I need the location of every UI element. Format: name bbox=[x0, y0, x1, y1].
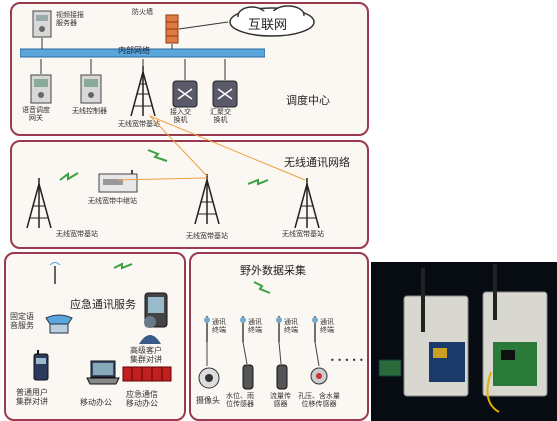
emergency-service-panel bbox=[4, 252, 186, 421]
fixed-voice-label: 固定语 音服务 bbox=[10, 312, 34, 331]
wireless-controller-label: 无线控制器 bbox=[72, 107, 107, 115]
terminal-antenna-icon bbox=[276, 316, 282, 342]
emergency-service-title: 应急通讯服务 bbox=[70, 298, 136, 311]
terminal-antenna-icon bbox=[240, 316, 246, 342]
person-icon bbox=[139, 316, 161, 344]
wireless-controller-icon bbox=[80, 74, 102, 104]
internet-cloud-icon bbox=[229, 5, 315, 37]
core-switch-label: 汇聚交 换机 bbox=[210, 108, 231, 125]
relay-station-icon bbox=[98, 170, 138, 193]
relay-station-label: 无线宽带中继站 bbox=[88, 197, 137, 205]
laptop-icon bbox=[86, 360, 120, 385]
tower-icon bbox=[130, 66, 156, 116]
video-server-label: 视频接报 服务器 bbox=[56, 11, 84, 28]
access-switch-icon bbox=[172, 80, 198, 108]
level-sensor-icon bbox=[242, 364, 254, 390]
wireless-base-station-mid-label: 无线宽带基站 bbox=[186, 232, 228, 240]
terminal-4-label: 通讯 终端 bbox=[320, 318, 334, 335]
premium-talk-label: 高级客户 集群对讲 bbox=[130, 346, 162, 365]
mobile-office-label: 移动办公 bbox=[80, 398, 112, 407]
terminal-antenna-icon bbox=[204, 316, 210, 342]
access-switch-label: 接入交 换机 bbox=[170, 108, 191, 125]
intranet-label: 内部网络 bbox=[118, 46, 150, 55]
camera-icon bbox=[198, 367, 220, 389]
field-data-title: 野外数据采集 bbox=[240, 264, 306, 277]
dispatch-center-title: 调度中心 bbox=[286, 94, 330, 107]
terminal-antenna-icon bbox=[312, 316, 318, 342]
device-photo-illustration bbox=[378, 264, 548, 413]
core-switch-icon bbox=[212, 80, 238, 108]
flow-sensor-label: 流量传 感器 bbox=[270, 392, 291, 409]
tower-icon bbox=[26, 178, 52, 228]
phone-icon bbox=[45, 314, 73, 334]
ordinary-talk-label: 普通用户 集群对讲 bbox=[16, 388, 48, 407]
antenna-icon bbox=[49, 262, 61, 284]
more-sensors-dots: • • • • • bbox=[330, 356, 364, 365]
pore-sensor-icon bbox=[310, 367, 328, 385]
voice-gateway-icon bbox=[30, 74, 52, 104]
tower-icon bbox=[294, 178, 320, 228]
level-sensor-label: 水位、雨 位传感器 bbox=[226, 392, 254, 409]
firewall-icon bbox=[165, 14, 179, 44]
internet-label: 互联网 bbox=[248, 18, 288, 33]
firewall-label: 防火墙 bbox=[132, 8, 153, 16]
dispatch-base-station-label: 无线宽带基站 bbox=[118, 120, 160, 128]
wireless-base-station-right-label: 无线宽带基站 bbox=[282, 230, 324, 238]
handheld-radio-icon bbox=[33, 350, 49, 381]
terminal-3-label: 通讯 终端 bbox=[284, 318, 298, 335]
terminal-2-label: 通讯 终端 bbox=[248, 318, 262, 335]
emergency-office-label: 应急通信 移动办公 bbox=[126, 390, 158, 409]
intranet-bus-bar bbox=[20, 48, 265, 58]
wireless-network-title: 无线通讯网络 bbox=[284, 156, 350, 169]
pore-sensor-label: 孔压、含水量 位移传感器 bbox=[298, 392, 340, 409]
video-server-icon bbox=[32, 10, 52, 38]
tower-icon bbox=[194, 174, 220, 224]
flow-sensor-icon bbox=[276, 364, 288, 390]
wireless-base-station-left-label: 无线宽带基站 bbox=[56, 230, 98, 238]
terminal-1-label: 通讯 终端 bbox=[212, 318, 226, 335]
camera-label: 摄像头 bbox=[196, 396, 220, 405]
device-photo bbox=[371, 262, 557, 421]
emergency-vehicle-icon bbox=[122, 366, 172, 382]
voice-gateway-label: 语音调度 网关 bbox=[22, 106, 50, 123]
